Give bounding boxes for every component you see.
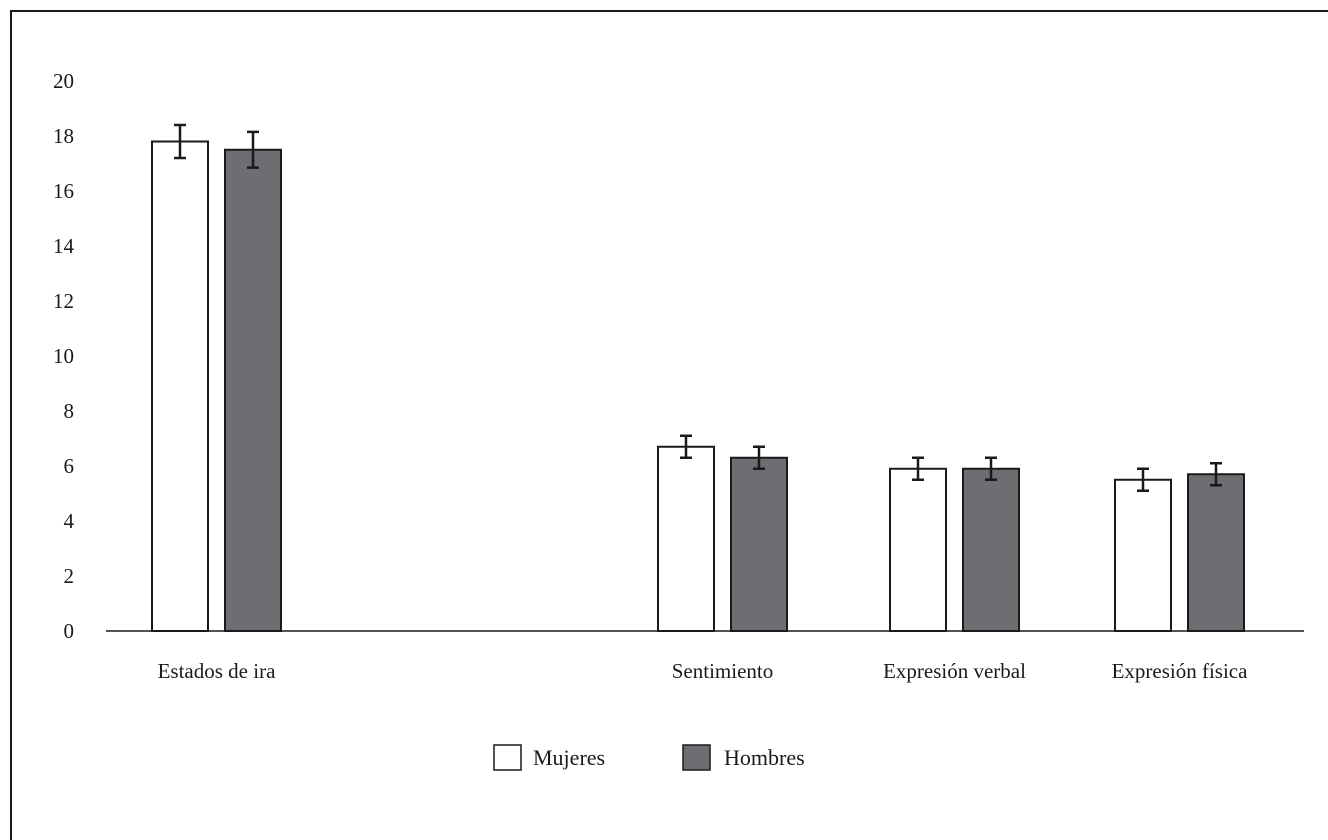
y-tick-label: 20 — [53, 69, 74, 93]
legend-swatch-mujeres — [493, 744, 522, 771]
bar-hombres — [730, 456, 788, 632]
bar-mujeres — [657, 445, 715, 632]
y-tick-label: 18 — [53, 124, 74, 148]
x-category-label: Estados de ira — [158, 659, 276, 683]
y-tick-label: 14 — [53, 234, 75, 258]
y-tick-label: 2 — [64, 564, 75, 588]
y-tick-label: 10 — [53, 344, 74, 368]
bar-hombres — [224, 148, 282, 632]
y-tick-label: 8 — [64, 399, 75, 423]
y-tick-label: 4 — [64, 509, 75, 533]
x-category-label: Expresión verbal — [883, 659, 1026, 683]
legend-label-hombres: Hombres — [724, 745, 805, 770]
legend-swatch-hombres — [682, 744, 711, 771]
y-tick-label: 16 — [53, 179, 74, 203]
bar-mujeres — [1114, 478, 1172, 632]
x-category-label: Sentimiento — [672, 659, 774, 683]
bar-hombres — [1187, 473, 1245, 632]
x-category-label: Expresión física — [1112, 659, 1249, 683]
y-tick-label: 0 — [64, 619, 75, 643]
y-tick-label: 6 — [64, 454, 75, 478]
bar-mujeres — [151, 140, 209, 632]
chart-frame — [10, 10, 1328, 840]
bar-hombres — [962, 467, 1020, 632]
bar-mujeres — [889, 467, 947, 632]
y-tick-label: 12 — [53, 289, 74, 313]
legend-label-mujeres: Mujeres — [533, 745, 605, 770]
